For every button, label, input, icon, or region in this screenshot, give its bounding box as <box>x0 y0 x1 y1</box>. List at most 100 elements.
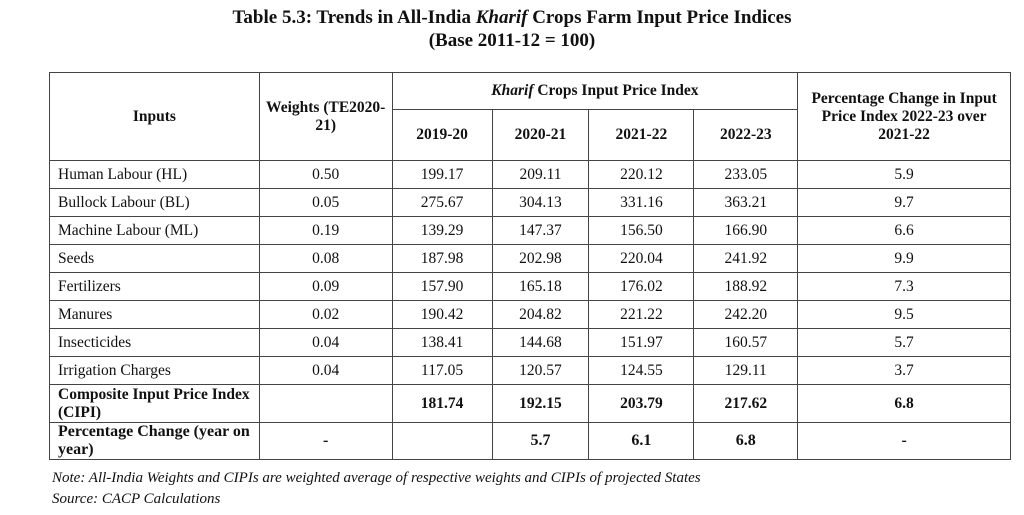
row-weight: 0.05 <box>258 188 393 217</box>
row-value: 151.97 <box>588 328 695 357</box>
row-value: 233.05 <box>693 160 799 189</box>
row-value: 176.02 <box>588 272 695 301</box>
row-change: 6.6 <box>797 216 1011 245</box>
row-value: 202.98 <box>491 244 590 273</box>
row-value: 204.82 <box>491 300 590 329</box>
row-value: 221.22 <box>588 300 695 329</box>
composite-value: 217.62 <box>693 384 799 423</box>
row-change: 5.7 <box>797 328 1011 357</box>
composite-row: Composite Input Price Index (CIPI) 181.7… <box>49 384 1011 423</box>
row-value: 241.92 <box>693 244 799 273</box>
row-value: 275.67 <box>391 188 493 217</box>
row-weight: 0.50 <box>258 160 393 189</box>
source-text: Source: CACP Calculations <box>52 491 221 507</box>
row-label: Insecticides <box>49 328 260 357</box>
row-weight: 0.19 <box>258 216 393 245</box>
row-change: 5.9 <box>797 160 1011 189</box>
row-value: 160.57 <box>693 328 799 357</box>
note-text: Note: All-India Weights and CIPIs are we… <box>52 470 701 486</box>
table-row: Manures 0.02 190.42 204.82 221.22 242.20 9.5 <box>49 300 1011 329</box>
pct-yoy-change: - <box>797 422 1011 460</box>
table-title: Table 5.3: Trends in All-India Kharif Cr… <box>0 6 1024 52</box>
table-body: Human Labour (HL) 0.50 199.17 209.11 220.12 2… <box>49 160 1011 460</box>
row-label: Machine Labour (ML) <box>49 216 260 245</box>
row-value: 117.05 <box>391 356 493 385</box>
table-notes: Note: All-India Weights and CIPIs are we… <box>52 468 1012 510</box>
row-value: 242.20 <box>693 300 799 329</box>
row-change: 3.7 <box>797 356 1011 385</box>
row-value: 157.90 <box>391 272 493 301</box>
title-line-1: Table 5.3: Trends in All-India Kharif Cr… <box>0 6 1024 29</box>
composite-label: Composite Input Price Index (CIPI) <box>49 384 260 423</box>
row-weight: 0.02 <box>258 300 393 329</box>
row-value: 124.55 <box>588 356 695 385</box>
table-row: Fertilizers 0.09 157.90 165.18 176.02 188.92 7… <box>49 272 1011 301</box>
row-label: Bullock Labour (BL) <box>49 188 260 217</box>
row-value: 209.11 <box>491 160 590 189</box>
row-label: Manures <box>49 300 260 329</box>
header-row-2: 2019-20 2020-21 2021-22 2022-23 <box>50 109 1011 161</box>
row-value: 156.50 <box>588 216 695 245</box>
pct-yoy-value: 6.8 <box>693 422 799 460</box>
row-value: 144.68 <box>491 328 590 357</box>
row-value: 139.29 <box>391 216 493 245</box>
header-year: 2021-22 <box>588 109 695 161</box>
row-value: 165.18 <box>491 272 590 301</box>
pct-yoy-value: - <box>258 422 393 460</box>
pct-yoy-value: 6.1 <box>588 422 695 460</box>
row-label: Human Labour (HL) <box>49 160 260 189</box>
header-weights: Weights (TE2020-21) <box>258 72 393 161</box>
row-weight: 0.08 <box>258 244 393 273</box>
header-index-group: Kharif Crops Input Price Index <box>391 72 799 110</box>
row-change: 9.7 <box>797 188 1011 217</box>
composite-value: 181.74 <box>391 384 493 423</box>
table-row: Insecticides 0.04 138.41 144.68 151.97 160.57… <box>49 328 1011 357</box>
header-group-rest: Crops Input Price Index <box>533 82 699 99</box>
table-row: Human Labour (HL) 0.50 199.17 209.11 220.12 2… <box>49 160 1011 189</box>
row-value: 363.21 <box>693 188 799 217</box>
row-change: 9.9 <box>797 244 1011 273</box>
row-label: Seeds <box>49 244 260 273</box>
pct-yoy-label: Percentage Change (year on year) <box>49 422 260 460</box>
title-line-2: (Base 2011-12 = 100) <box>428 30 596 51</box>
header-year: 2019-20 <box>391 109 493 161</box>
table-row: Bullock Labour (BL) 0.05 275.67 304.13 331.1… <box>49 188 1011 217</box>
header-pct-change: Percentage Change in Input Price Index 2… <box>797 72 1011 161</box>
row-label: Fertilizers <box>49 272 260 301</box>
row-value: 166.90 <box>693 216 799 245</box>
row-value: 220.12 <box>588 160 695 189</box>
header-year: 2020-21 <box>491 109 590 161</box>
table-row: Machine Labour (ML) 0.19 139.29 147.37 156.5… <box>49 216 1011 245</box>
row-value: 331.16 <box>588 188 695 217</box>
row-weight: 0.04 <box>258 328 393 357</box>
row-value: 304.13 <box>491 188 590 217</box>
row-value: 129.11 <box>693 356 799 385</box>
title-italic-word: Kharif <box>475 7 528 28</box>
row-label: Irrigation Charges <box>49 356 260 385</box>
table-row: Seeds 0.08 187.98 202.98 220.04 241.92 9.9 <box>49 244 1011 273</box>
pct-yoy-value: 5.7 <box>491 422 590 460</box>
title-suffix: Crops Farm Input Price Indices <box>527 7 792 28</box>
header-inputs: Inputs <box>49 72 260 161</box>
row-change: 7.3 <box>797 272 1011 301</box>
header-row-1: Inputs Weights (TE2020-21) Kharif Crops … <box>49 72 1011 161</box>
row-value: 138.41 <box>391 328 493 357</box>
row-value: 190.42 <box>391 300 493 329</box>
title-prefix: Table 5.3: Trends in All-India <box>232 7 476 28</box>
input-price-index-table: Inputs Weights (TE2020-21) Kharif Crops … <box>49 72 1011 460</box>
row-value: 199.17 <box>391 160 493 189</box>
row-weight: 0.09 <box>258 272 393 301</box>
row-weight: 0.04 <box>258 356 393 385</box>
pct-yoy-row: Percentage Change (year on year) - 5.7 6… <box>49 422 1011 460</box>
composite-weight <box>258 384 393 423</box>
row-value: 120.57 <box>491 356 590 385</box>
composite-value: 203.79 <box>588 384 695 423</box>
row-value: 147.37 <box>491 216 590 245</box>
header-group-italic: Kharif <box>491 82 534 99</box>
table-row: Irrigation Charges 0.04 117.05 120.57 124.55… <box>49 356 1011 385</box>
row-change: 9.5 <box>797 300 1011 329</box>
header-year: 2022-23 <box>693 109 799 161</box>
composite-change: 6.8 <box>797 384 1011 423</box>
row-value: 188.92 <box>693 272 799 301</box>
